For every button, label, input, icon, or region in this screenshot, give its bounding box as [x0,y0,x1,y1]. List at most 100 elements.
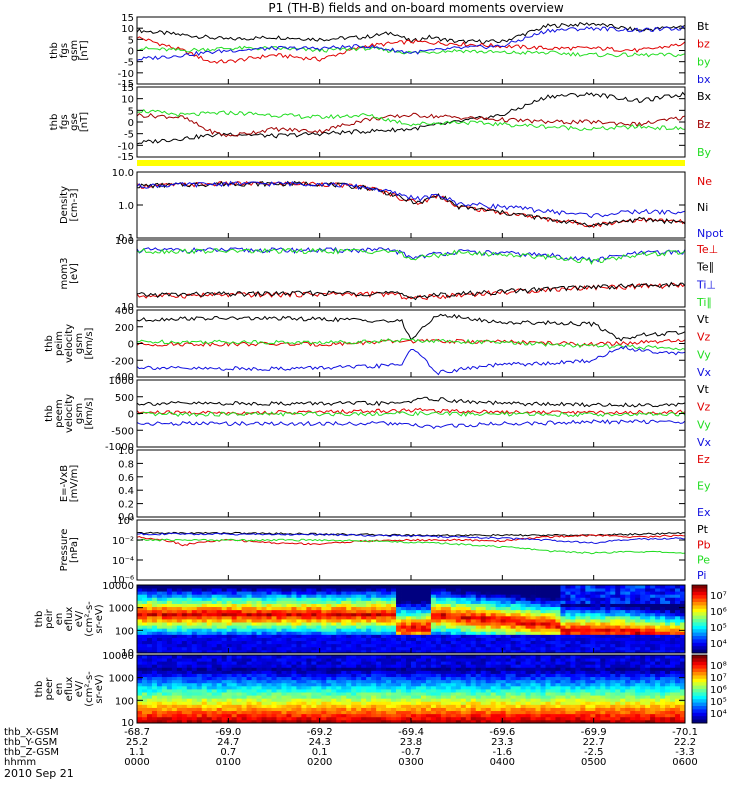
heatmap-cell [480,625,487,629]
heatmap-cell [470,631,477,635]
heatmap-cell [141,634,148,638]
heatmap-cell [151,707,158,712]
series-line-density-1 [137,180,686,228]
heatmap-cell [620,603,626,608]
heatmap-cell [540,698,546,702]
heatmap-cell [411,619,417,623]
heatmap-cell [241,707,247,712]
heatmap-cell [530,670,536,674]
heatmap-cell [261,704,267,708]
heatmap-cell [231,704,238,708]
heatmap-cell [326,710,332,715]
y-tick-label: 15 [121,13,134,24]
heatmap-cell [401,612,407,617]
heatmap-cell [286,670,292,674]
heatmap-cell [271,682,277,687]
heatmap-cell [176,631,183,635]
heatmap-cell [595,667,601,671]
heatmap-cell [236,655,243,659]
heatmap-cell [336,646,342,651]
heatmap-cell [276,585,282,589]
heatmap-cell [445,655,452,659]
heatmap-cell [241,664,247,668]
heatmap-cell [311,646,317,651]
heatmap-cell [435,701,442,705]
heatmap-cell [535,707,541,712]
heatmap-cell [261,719,267,724]
heatmap-cell [490,591,497,595]
heatmap-cell [560,685,566,690]
heatmap-cell [490,667,497,671]
heatmap-cell [231,640,238,645]
heatmap-cell [346,710,352,715]
heatmap-cell [411,649,417,654]
heatmap-cell [520,716,526,721]
heatmap-cell [156,716,163,721]
heatmap-cell [256,609,262,614]
heatmap-cell [406,606,412,611]
heatmap-cell [201,603,208,608]
heatmap-cell [580,597,586,601]
heatmap-cell [585,628,591,632]
heatmap-cell [171,695,178,699]
heatmap-cell [396,609,402,614]
y-tick-label: 10⁻⁴ [112,556,134,567]
heatmap-cell [680,649,686,654]
heatmap-cell [430,634,437,638]
heatmap-cell [545,685,551,690]
heatmap-cell [510,609,517,614]
heatmap-cell [256,667,262,671]
heatmap-cell [306,585,312,589]
heatmap-cell [391,679,397,684]
heatmap-cell [495,716,502,721]
heatmap-cell [391,664,397,668]
heatmap-cell [411,600,417,604]
heatmap-cell [386,628,392,632]
heatmap-cell [361,603,367,608]
heatmap-cell [371,704,377,708]
heatmap-cell [445,664,452,668]
y-tick-label: 5 [128,106,134,117]
heatmap-cell [341,655,347,659]
heatmap-cell [321,661,327,665]
heatmap-cell [415,682,422,687]
heatmap-cell [181,609,188,614]
heatmap-cell [565,664,571,668]
heatmap-cell [221,655,228,659]
heatmap-cell [166,689,173,693]
heatmap-cell [381,594,387,598]
heatmap-cell [545,655,551,659]
heatmap-cell [271,710,277,715]
heatmap-cell [361,612,367,617]
heatmap-cell [256,655,262,659]
y-axis-label: mom3 [59,258,70,290]
y-axis-label: gsm [69,40,80,61]
heatmap-cell [161,704,168,708]
heatmap-cell [361,707,367,712]
heatmap-cell [311,701,317,705]
heatmap-cell [555,628,561,632]
heatmap-cell [161,625,168,629]
heatmap-cell [565,682,571,687]
heatmap-cell [600,643,606,648]
heatmap-cell [226,622,233,626]
heatmap-cell [271,689,277,693]
heatmap-cell [435,643,442,648]
heatmap-cell [640,713,646,718]
heatmap-cell [425,719,432,724]
heatmap-cell [261,594,267,598]
heatmap-cell [660,643,666,648]
heatmap-cell [545,619,551,623]
heatmap-cell [376,698,382,702]
heatmap-cell [251,710,257,715]
heatmap-cell [470,682,477,687]
heatmap-cell [455,594,462,598]
heatmap-cell [296,649,302,654]
heatmap-cell [535,603,541,608]
heatmap-cell [460,661,467,665]
heatmap-cell [156,685,163,690]
heatmap-cell [301,612,307,617]
heatmap-cell [221,689,228,693]
heatmap-cell [605,682,611,687]
heatmap-cell [440,719,447,724]
